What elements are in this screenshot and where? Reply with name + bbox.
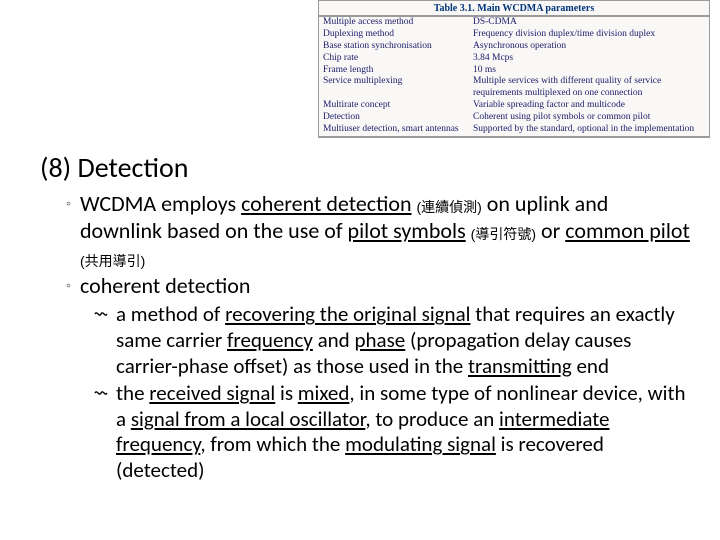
param-key: Duplexing method: [323, 29, 473, 41]
param-value: DS-CDMA: [473, 17, 705, 29]
param-value: Asynchronous operation: [473, 41, 705, 53]
table-row: Multiuser detection, smart antennas Supp…: [319, 124, 709, 137]
text-underline: modulating signal: [345, 431, 496, 457]
text-underline: common pilot: [565, 217, 690, 244]
bullet-icon: [94, 386, 108, 404]
param-key: Multiple access method: [323, 17, 473, 29]
param-value: Coherent using pilot symbols or common p…: [473, 112, 705, 124]
text-cjk: (連續偵測): [416, 199, 481, 215]
param-value: Frequency division duplex/time division …: [473, 29, 705, 41]
param-key: Base station synchronisation: [323, 41, 473, 53]
sub-bullet-item: a method of recovering the original sign…: [94, 302, 690, 379]
table-row: Base station synchronisation Asynchronou…: [319, 41, 709, 53]
table-row: Service multiplexing Multiple services w…: [319, 76, 709, 100]
table-row: Frame length 10 ms: [319, 65, 709, 77]
param-key: Multiuser detection, smart antennas: [323, 124, 473, 136]
sub-bullet-item: the received signal is mixed, in some ty…: [94, 381, 690, 483]
text-underline: mixed: [298, 380, 350, 406]
param-value: Variable spreading factor and multicode: [473, 100, 705, 112]
text: is: [275, 380, 298, 406]
table-row: Multiple access method DS-CDMA: [319, 16, 709, 29]
text-cjk: (導引符號): [471, 226, 536, 242]
bullet-item: ◦ WCDMA employs coherent detection (連續偵測…: [66, 191, 690, 271]
text-underline: signal from a local oscillator: [131, 406, 366, 432]
slide: Table 3.1. Main WCDMA parameters Multipl…: [0, 0, 720, 540]
text: or: [536, 217, 565, 244]
text-underline: recovering the original signal: [225, 301, 470, 327]
param-key: Chip rate: [323, 53, 473, 65]
wcdma-params-table: Table 3.1. Main WCDMA parameters Multipl…: [318, 0, 710, 138]
text-underline: frequency: [227, 327, 313, 353]
text: , from which the: [200, 431, 345, 457]
text: coherent detection: [80, 272, 250, 299]
param-key: Detection: [323, 112, 473, 124]
text: , to produce an: [365, 406, 499, 432]
param-value: 3.84 Mcps: [473, 53, 705, 65]
text: the: [116, 380, 149, 406]
param-value: Supported by the standard, optional in t…: [473, 124, 705, 136]
text: end: [572, 353, 609, 379]
text: WCDMA employs: [80, 190, 241, 217]
param-key: Service multiplexing: [323, 76, 473, 100]
param-value: 10 ms: [473, 65, 705, 77]
text-underline: coherent detection: [241, 190, 411, 217]
text-underline: phase: [354, 327, 405, 353]
table-row: Detection Coherent using pilot symbols o…: [319, 112, 709, 124]
bullet-icon: ◦: [66, 277, 71, 294]
text-underline: received signal: [149, 380, 275, 406]
text: a method of: [116, 301, 225, 327]
param-value: Multiple services with different quality…: [473, 76, 705, 100]
table-row: Multirate concept Variable spreading fac…: [319, 100, 709, 112]
slide-body: (8) Detection ◦ WCDMA employs coherent d…: [40, 150, 690, 486]
text: and: [313, 327, 355, 353]
section-heading: (8) Detection: [40, 150, 690, 185]
text-underline: transmitting: [468, 353, 572, 379]
bullet-icon: ◦: [66, 195, 71, 212]
bullet-icon: [94, 307, 108, 325]
param-key: Multirate concept: [323, 100, 473, 112]
table-title: Table 3.1. Main WCDMA parameters: [319, 1, 709, 16]
table-row: Duplexing method Frequency division dupl…: [319, 29, 709, 41]
text-underline: pilot symbols: [348, 217, 466, 244]
bullet-item: ◦ coherent detection: [66, 273, 690, 300]
param-key: Frame length: [323, 65, 473, 77]
text-cjk: (共用導引): [80, 253, 145, 269]
table-row: Chip rate 3.84 Mcps: [319, 53, 709, 65]
